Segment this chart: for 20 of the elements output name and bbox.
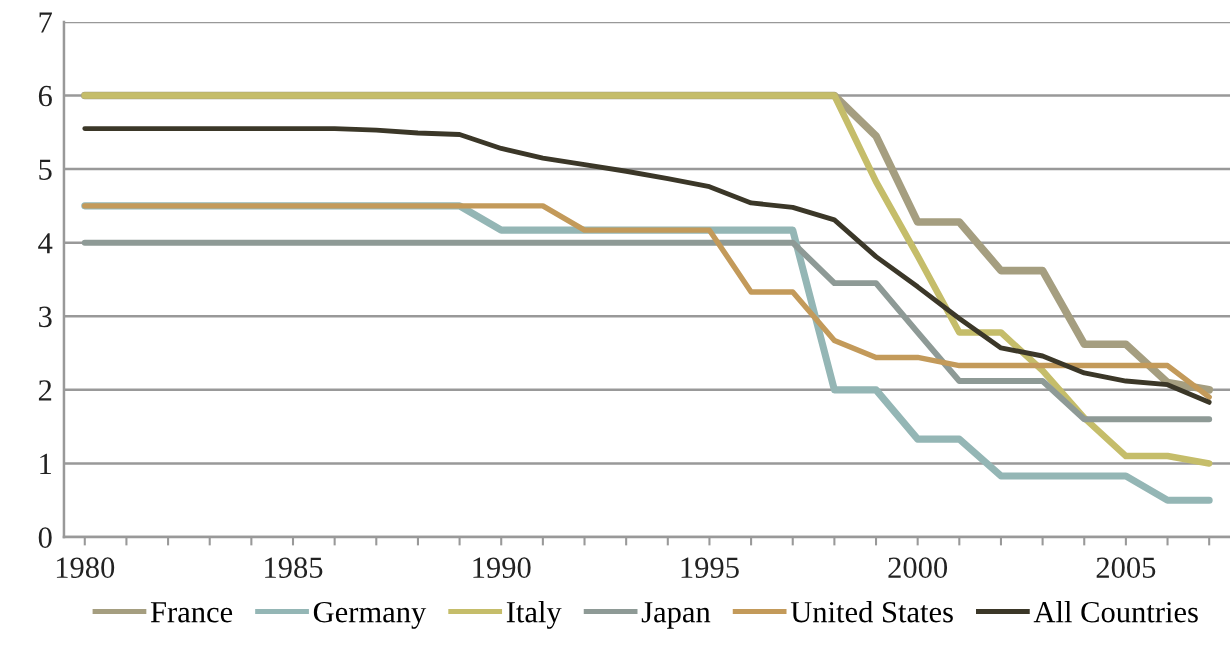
legend-label: Italy xyxy=(506,600,562,629)
x-tick-label: 2000 xyxy=(888,557,948,578)
y-tick-label: 7 xyxy=(39,12,52,33)
legend-label: France xyxy=(150,602,233,623)
y-tick-label: 5 xyxy=(39,159,52,180)
y-tick-label: 0 xyxy=(38,527,52,548)
y-tick-label: 1 xyxy=(40,453,52,475)
legend-label: United States xyxy=(790,600,953,623)
legend-label: All Countries xyxy=(1033,600,1198,623)
y-tick-label: 4 xyxy=(38,233,53,254)
x-tick-label: 1995 xyxy=(681,557,739,578)
x-tick-label: 1990 xyxy=(473,557,531,578)
x-tick-label: 1985 xyxy=(265,557,323,578)
y-tick-label: 6 xyxy=(38,85,52,107)
legend-label: Japan xyxy=(641,602,711,629)
y-tick-label: 2 xyxy=(38,380,52,401)
x-tick-label: 2005 xyxy=(1096,557,1156,578)
x-tick-label: 1980 xyxy=(56,557,115,578)
y-tick-label: 3 xyxy=(39,306,52,328)
legend-label: Germany xyxy=(313,601,427,629)
